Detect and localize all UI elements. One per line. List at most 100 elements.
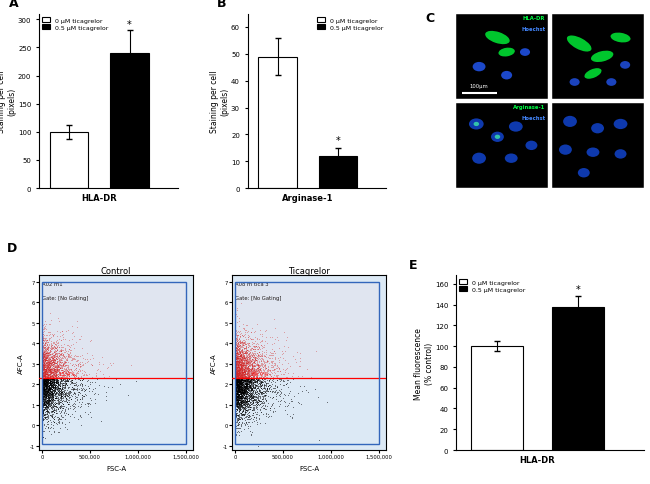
Point bbox=[230, 368, 240, 376]
Point bbox=[58, 371, 68, 378]
Point bbox=[248, 328, 259, 336]
Point bbox=[40, 383, 50, 391]
Point bbox=[240, 394, 251, 402]
Point bbox=[240, 403, 251, 410]
Point bbox=[55, 408, 66, 416]
Point bbox=[233, 361, 244, 368]
Point bbox=[261, 392, 271, 399]
Point bbox=[244, 387, 255, 394]
Point bbox=[231, 378, 241, 385]
Point bbox=[239, 385, 250, 393]
Point bbox=[231, 366, 242, 374]
Point bbox=[235, 367, 245, 375]
Point bbox=[84, 370, 94, 378]
Point bbox=[51, 349, 62, 357]
Point bbox=[240, 382, 251, 390]
Point bbox=[56, 348, 66, 355]
Point bbox=[50, 403, 60, 410]
Point bbox=[37, 365, 47, 373]
Point bbox=[242, 370, 252, 378]
Point bbox=[246, 370, 257, 378]
Point bbox=[48, 401, 58, 408]
Point bbox=[274, 365, 284, 373]
Point bbox=[77, 358, 87, 365]
Point bbox=[231, 369, 242, 377]
Point bbox=[46, 382, 56, 390]
Point bbox=[231, 374, 242, 381]
Point bbox=[246, 358, 256, 365]
Point bbox=[240, 370, 251, 378]
Point bbox=[234, 356, 244, 363]
Point bbox=[248, 383, 258, 391]
Point bbox=[231, 371, 242, 379]
Point bbox=[248, 366, 258, 374]
Point bbox=[38, 373, 48, 380]
Point bbox=[66, 351, 76, 359]
Point bbox=[233, 358, 244, 366]
Point bbox=[232, 339, 242, 347]
Point bbox=[44, 383, 54, 391]
Point bbox=[36, 374, 47, 381]
Point bbox=[40, 373, 50, 381]
Point bbox=[248, 375, 258, 383]
Point bbox=[42, 374, 52, 381]
Point bbox=[46, 430, 56, 438]
Point bbox=[240, 393, 251, 400]
Point bbox=[254, 407, 265, 414]
Point bbox=[37, 349, 47, 357]
Point bbox=[245, 371, 255, 378]
Point bbox=[55, 382, 66, 390]
Point bbox=[275, 388, 285, 395]
Point bbox=[246, 361, 257, 368]
Point bbox=[235, 371, 245, 378]
Point bbox=[248, 373, 259, 381]
Point bbox=[42, 361, 52, 368]
Point bbox=[231, 383, 241, 391]
Point bbox=[257, 381, 267, 389]
Point bbox=[238, 387, 248, 394]
Point bbox=[294, 382, 305, 390]
Point bbox=[69, 374, 79, 382]
Point bbox=[75, 404, 85, 411]
Point bbox=[240, 362, 250, 370]
Point bbox=[62, 376, 72, 383]
Point bbox=[235, 348, 246, 356]
Point bbox=[237, 368, 248, 376]
Point bbox=[234, 371, 244, 378]
Point bbox=[38, 397, 49, 405]
Point bbox=[38, 390, 49, 397]
Point bbox=[230, 370, 240, 378]
Point bbox=[37, 369, 47, 377]
Point bbox=[240, 406, 250, 413]
Point bbox=[232, 388, 242, 395]
Point bbox=[239, 387, 249, 394]
Point bbox=[231, 360, 241, 368]
Point bbox=[47, 350, 57, 358]
Point bbox=[233, 388, 243, 395]
Point bbox=[240, 385, 250, 393]
Point bbox=[239, 381, 249, 389]
Point bbox=[38, 368, 48, 376]
Point bbox=[237, 389, 247, 396]
Point bbox=[50, 382, 60, 390]
Point bbox=[42, 343, 53, 350]
Bar bbox=[111, 54, 149, 189]
Point bbox=[239, 361, 250, 368]
Point bbox=[60, 379, 71, 387]
Point bbox=[236, 378, 246, 386]
Point bbox=[52, 364, 62, 372]
Point bbox=[260, 401, 270, 409]
Point bbox=[261, 326, 271, 334]
Point bbox=[236, 377, 246, 385]
Point bbox=[265, 388, 276, 395]
Point bbox=[38, 357, 48, 365]
Point bbox=[64, 350, 74, 358]
Point bbox=[261, 367, 272, 375]
Point bbox=[42, 407, 53, 415]
Point bbox=[294, 355, 305, 363]
Point bbox=[254, 363, 264, 371]
Point bbox=[235, 381, 245, 389]
Point bbox=[231, 379, 241, 387]
Point bbox=[72, 386, 82, 394]
Point bbox=[50, 389, 60, 396]
